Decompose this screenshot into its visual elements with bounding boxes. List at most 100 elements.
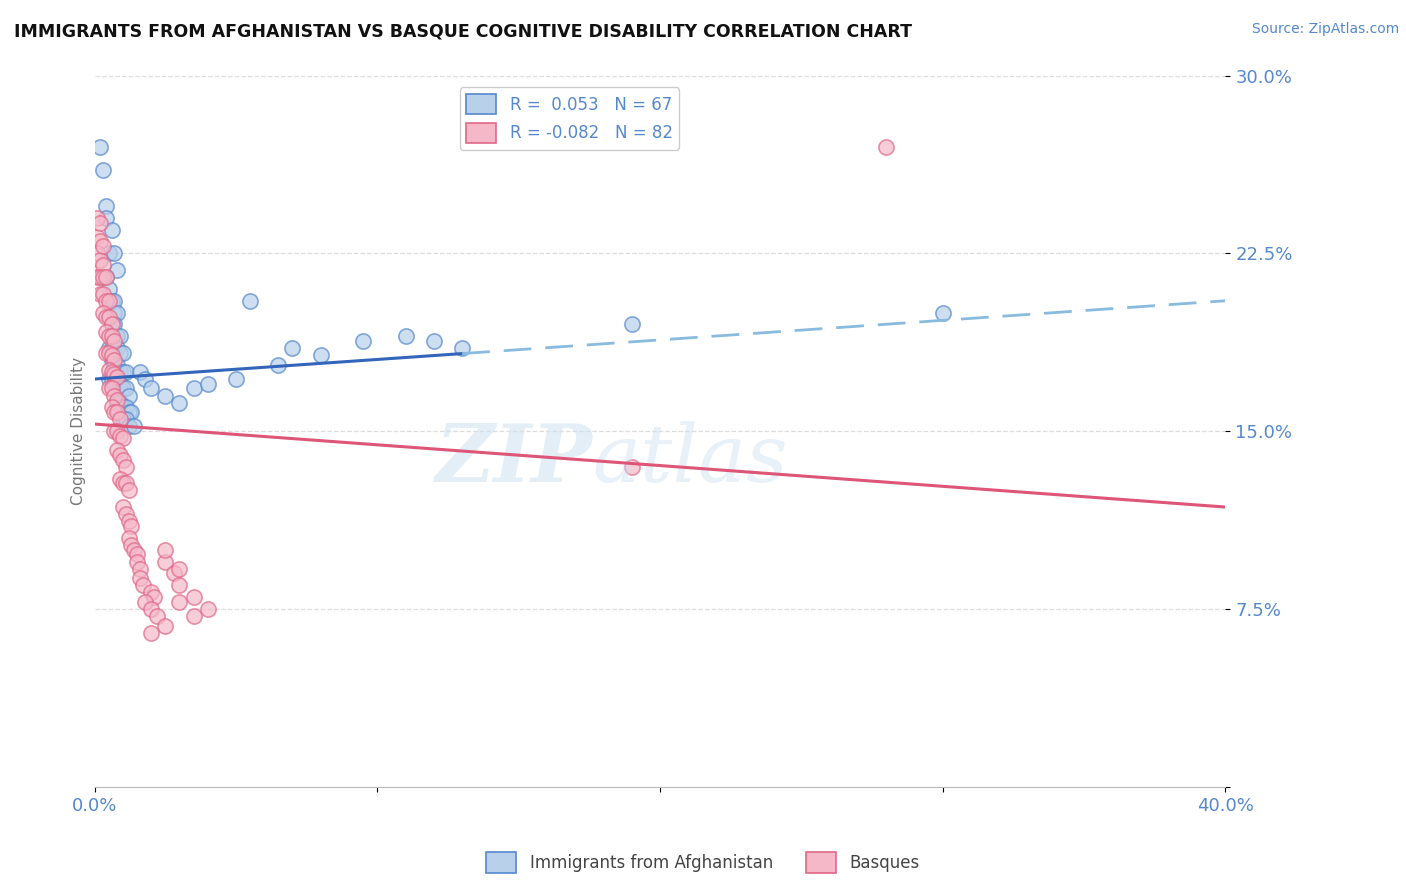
Point	[103, 376, 125, 391]
Point	[105, 305, 128, 319]
Point	[97, 282, 120, 296]
Point	[125, 548, 148, 562]
Point	[94, 310, 117, 325]
Point	[239, 293, 262, 308]
Point	[103, 341, 125, 355]
Point	[142, 590, 165, 604]
Point	[169, 595, 191, 609]
Point	[91, 258, 114, 272]
Point	[139, 382, 162, 396]
Point	[94, 325, 117, 339]
Point	[108, 412, 131, 426]
Point	[103, 318, 125, 332]
Point	[111, 431, 134, 445]
Point	[105, 395, 128, 409]
Point	[105, 263, 128, 277]
Point	[89, 139, 111, 153]
Point	[91, 239, 114, 253]
Point	[105, 405, 128, 419]
Point	[105, 369, 128, 384]
Point	[108, 365, 131, 379]
Point	[267, 358, 290, 372]
Point	[108, 395, 131, 409]
Point	[114, 401, 136, 415]
Point	[103, 389, 125, 403]
Point	[100, 329, 122, 343]
Point	[94, 270, 117, 285]
Point	[122, 542, 145, 557]
Point	[111, 500, 134, 514]
Legend: Immigrants from Afghanistan, Basques: Immigrants from Afghanistan, Basques	[479, 846, 927, 880]
Point	[97, 310, 120, 325]
Point	[89, 286, 111, 301]
Point	[105, 376, 128, 391]
Point	[114, 476, 136, 491]
Point	[131, 578, 153, 592]
Point	[169, 578, 191, 592]
Point	[281, 341, 304, 355]
Point	[114, 412, 136, 426]
Point	[97, 346, 120, 360]
Text: Source: ZipAtlas.com: Source: ZipAtlas.com	[1251, 22, 1399, 37]
Point	[155, 555, 177, 569]
Point	[183, 609, 205, 624]
Point	[155, 389, 177, 403]
Point	[875, 139, 897, 153]
Point	[105, 443, 128, 458]
Text: ZIP: ZIP	[436, 421, 592, 499]
Point	[183, 590, 205, 604]
Point	[108, 376, 131, 391]
Point	[94, 293, 117, 308]
Point	[111, 346, 134, 360]
Point	[100, 318, 122, 332]
Point	[125, 555, 148, 569]
Point	[117, 389, 139, 403]
Point	[108, 346, 131, 360]
Point	[86, 211, 108, 225]
Point	[105, 393, 128, 408]
Point	[100, 293, 122, 308]
Point	[169, 562, 191, 576]
Point	[100, 341, 122, 355]
Point	[89, 235, 111, 249]
Point	[103, 246, 125, 260]
Point	[225, 372, 247, 386]
Point	[117, 419, 139, 434]
Point	[108, 329, 131, 343]
Point	[352, 334, 374, 348]
Point	[620, 318, 643, 332]
Point	[94, 199, 117, 213]
Point	[114, 365, 136, 379]
Point	[394, 329, 416, 343]
Point	[620, 459, 643, 474]
Text: atlas: atlas	[592, 421, 787, 499]
Point	[86, 246, 108, 260]
Point	[114, 459, 136, 474]
Point	[120, 519, 142, 533]
Point	[86, 270, 108, 285]
Point	[97, 329, 120, 343]
Point	[111, 476, 134, 491]
Point	[134, 595, 156, 609]
Point	[155, 542, 177, 557]
Point	[97, 372, 120, 386]
Point	[91, 270, 114, 285]
Point	[97, 293, 120, 308]
Point	[105, 358, 128, 372]
Point	[139, 625, 162, 640]
Point	[100, 365, 122, 379]
Point	[117, 514, 139, 528]
Point	[97, 341, 120, 355]
Point	[108, 448, 131, 462]
Point	[97, 382, 120, 396]
Point	[100, 372, 122, 386]
Point	[451, 341, 474, 355]
Point	[134, 372, 156, 386]
Point	[97, 246, 120, 260]
Legend: R =  0.053   N = 67, R = -0.082   N = 82: R = 0.053 N = 67, R = -0.082 N = 82	[460, 87, 679, 150]
Point	[111, 365, 134, 379]
Point	[108, 472, 131, 486]
Point	[932, 305, 955, 319]
Point	[155, 618, 177, 632]
Point	[97, 362, 120, 376]
